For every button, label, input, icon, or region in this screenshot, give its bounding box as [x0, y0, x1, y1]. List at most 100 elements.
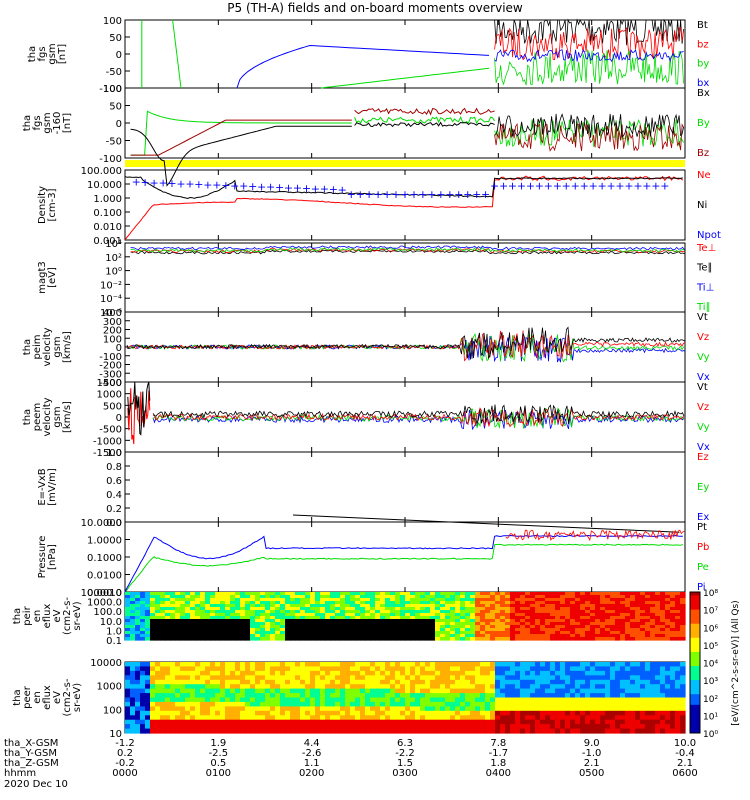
spectrogram-cell [420, 715, 426, 721]
spectrogram-cell [585, 622, 591, 626]
spectrogram-cell [585, 601, 591, 605]
spectrogram-cell [335, 724, 341, 730]
spectrogram-cell [515, 604, 521, 608]
spectrogram-cell [165, 697, 171, 703]
legend-pe: Pe [697, 562, 709, 573]
spectrogram-cell [440, 666, 446, 672]
spectrogram-cell [460, 715, 466, 721]
spectrogram-cell [200, 619, 206, 623]
spectrogram-cell [500, 616, 506, 620]
spectrogram-cell [405, 724, 411, 730]
spectrogram-cell [675, 610, 681, 614]
spectrogram-cell [395, 604, 401, 608]
spectrogram-cell [665, 724, 671, 730]
spectrogram-cell [640, 631, 646, 635]
spectrogram-cell [475, 684, 481, 690]
spectrogram-cell [295, 604, 301, 608]
spectrogram-cell [525, 619, 531, 623]
spectrogram-cell [300, 670, 306, 676]
spectrogram-cell [150, 637, 156, 641]
x-tick-label: 2.1 [584, 758, 600, 769]
spectrogram-cell [315, 637, 321, 641]
spectrogram-cell [240, 607, 246, 611]
spectrogram-cell [495, 684, 501, 690]
spectrogram-cell [330, 666, 336, 672]
spectrogram-cell [335, 592, 341, 596]
spectrogram-cell [640, 592, 646, 596]
spectrogram-cell [160, 715, 166, 721]
colorbar-swatch [690, 687, 700, 692]
spectrogram-cell [675, 598, 681, 602]
spectrogram-cell [150, 631, 156, 635]
spectrogram-cell [170, 675, 176, 681]
spectrogram-cell [600, 728, 606, 734]
spectrogram-cell [565, 719, 571, 725]
spectrogram-cell [390, 701, 396, 707]
spectrogram-cell [600, 634, 606, 638]
spectrogram-cell [135, 719, 141, 725]
spectrogram-cell [210, 675, 216, 681]
npot-marker: + [571, 179, 580, 192]
spectrogram-cell [360, 625, 366, 629]
spectrogram-cell [530, 728, 536, 734]
colorbar-tick-label: 10⁵ [703, 642, 718, 652]
spectrogram-cell [390, 693, 396, 699]
spectrogram-cell [530, 616, 536, 620]
spectrogram-cell [475, 670, 481, 676]
spectrogram-cell [205, 592, 211, 596]
spectrogram-cell [435, 693, 441, 699]
spectrogram-cell [285, 710, 291, 716]
spectrogram-cell [605, 701, 611, 707]
spectrogram-cell [175, 619, 181, 623]
spectrogram-cell [370, 666, 376, 672]
spectrogram-cell [140, 693, 146, 699]
spectrogram-cell [385, 592, 391, 596]
spectrogram-cell [540, 625, 546, 629]
spectrogram-cell [370, 693, 376, 699]
spectrogram-cell [545, 610, 551, 614]
spectrogram-cell [145, 616, 151, 620]
spectrogram-cell [440, 684, 446, 690]
spectrogram-cell [265, 684, 271, 690]
spectrogram-cell [125, 666, 131, 672]
spectrogram-cell [590, 592, 596, 596]
spectrogram-cell [215, 679, 221, 685]
spectrogram-cell [205, 710, 211, 716]
spectrogram-cell [285, 592, 291, 596]
spectrogram-cell [575, 715, 581, 721]
spectrogram-cell [660, 604, 666, 608]
spectrogram-cell [415, 728, 421, 734]
spectrogram-cell [350, 675, 356, 681]
spectrogram-cell [335, 675, 341, 681]
spectrogram-cell [245, 728, 251, 734]
spectrogram-cell [165, 724, 171, 730]
colorbar-swatch [690, 606, 700, 611]
spectrogram-cell [170, 684, 176, 690]
spectrogram-cell [570, 662, 576, 667]
spectrogram-cell [425, 625, 431, 629]
spectrogram-cell [435, 598, 441, 602]
spectrogram-cell [495, 724, 501, 730]
spectrogram-cell [230, 719, 236, 725]
spectrogram-cell [540, 607, 546, 611]
spectrogram-cell [670, 662, 676, 667]
spectrogram-cell [355, 592, 361, 596]
spectrogram-cell [555, 592, 561, 596]
spectrogram-cell [190, 598, 196, 602]
spectrogram-cell [410, 662, 416, 667]
spectrogram-cell [310, 679, 316, 685]
spectrogram-cell [330, 662, 336, 667]
spectrogram-cell [600, 662, 606, 667]
x-tick-label: 9.0 [584, 738, 600, 749]
spectrogram-cell [125, 607, 131, 611]
spectrogram-cell [380, 604, 386, 608]
spectrogram-cell [225, 619, 231, 623]
spectrogram-cell [470, 616, 476, 620]
spectrogram-cell [390, 613, 396, 617]
spectrogram-cell [315, 719, 321, 725]
spectrogram-cell [645, 728, 651, 734]
spectrogram-cell [480, 719, 486, 725]
spectrogram-cell [455, 670, 461, 676]
spectrogram-cell [665, 684, 671, 690]
spectrogram-cell [445, 666, 451, 672]
